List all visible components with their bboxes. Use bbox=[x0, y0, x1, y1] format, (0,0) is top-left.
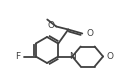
Text: F: F bbox=[16, 52, 21, 61]
Text: N: N bbox=[69, 52, 76, 61]
Text: O: O bbox=[47, 21, 54, 30]
Text: O: O bbox=[86, 29, 93, 38]
Text: O: O bbox=[106, 52, 113, 61]
